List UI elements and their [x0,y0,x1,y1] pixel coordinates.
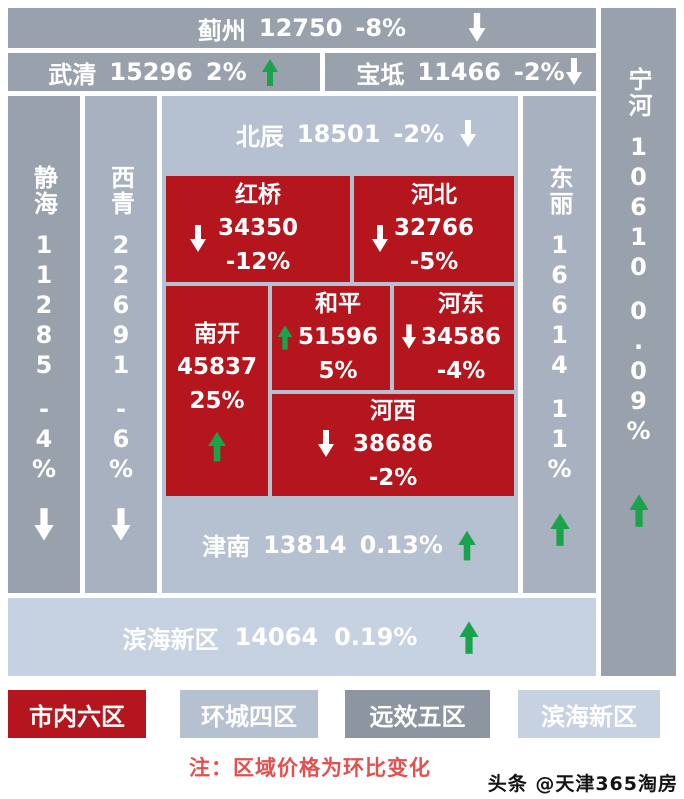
legend-label: 环城四区 [201,702,297,731]
region-name: 滨海新区 [122,625,219,654]
region-name: 南开 [194,320,240,347]
region-name: 武清 [48,60,97,89]
region-jizhou: 蓟州 12750 -8% [8,8,596,48]
region-change: -4% [30,394,58,485]
region-change: 0.19% [334,623,418,651]
region-heping: 和平 51596 5% [272,286,390,390]
region-name: 河西 [370,397,416,424]
down-arrow-icon [34,508,54,541]
region-name: 东丽 [545,164,573,217]
region-hexi: 河西 38686 -2% [272,394,514,496]
region-change: -6% [107,394,135,485]
region-name: 河东 [438,290,484,317]
region-price: 10610 [624,133,653,283]
region-price: 38686 [352,431,434,458]
region-wuqing: 武清 15296 2% [8,53,320,91]
region-change: -4% [436,357,486,384]
region-nankai: 南开 45837 25% [166,286,268,496]
region-change: -2% [368,464,418,491]
up-arrow-icon [628,494,649,527]
region-name: 津南 [202,533,251,561]
region-price: 51596 [297,324,379,351]
region-price: 45837 [176,354,258,381]
legend-item-binhai: 滨海新区 [518,690,660,738]
down-arrow-icon [372,225,388,252]
legend-item-downtown: 市内六区 [8,690,146,738]
footnote: 注：区域价格为环比变化 [189,756,431,780]
region-change: -2% [393,120,445,148]
region-change: 25% [189,387,245,414]
region-change: 0.09% [624,297,653,447]
region-change: 2% [205,58,247,86]
down-arrow-icon [468,13,486,42]
region-price: 22691 [107,230,135,381]
legend-label: 滨海新区 [541,702,637,731]
up-arrow-icon [459,621,479,654]
region-name: 静海 [29,164,58,217]
legend-label: 远效五区 [369,702,466,731]
region-change: 5% [318,357,358,384]
up-arrow-icon [458,530,476,560]
up-arrow-icon [277,325,293,350]
region-jinghai: 静海 11285 -4% [8,96,80,593]
down-arrow-icon [111,508,131,541]
region-name: 蓟州 [197,16,246,45]
legend-label: 市内六区 [29,702,125,731]
region-ninghe: 宁河 10610 0.09% [601,8,676,676]
legend-item-outer: 远效五区 [345,690,490,738]
region-price: 11285 [30,230,58,381]
up-arrow-icon [261,59,278,86]
down-arrow-icon [318,430,334,457]
region-hongqiao: 红桥 34350 -12% [166,176,350,282]
down-arrow-icon [401,324,417,349]
region-change: -2% [513,58,565,86]
region-hedong: 河东 34586 -4% [394,286,514,390]
down-arrow-icon [190,225,206,252]
region-name: 西青 [106,164,135,217]
region-price: 34350 [217,215,299,242]
region-name: 北辰 [235,122,284,151]
region-hebei: 河北 32766 -5% [354,176,514,282]
legend-item-ring: 环城四区 [180,690,318,738]
up-arrow-icon [549,513,570,546]
inner-ring-area: 北辰 18501 -2% 红桥 34350 -12% 河北 32766 -5% [162,96,518,593]
region-name: 宁河 [624,67,652,119]
region-price: 12750 [258,14,343,42]
region-price: 13814 [263,530,347,559]
region-price: 14064 [234,623,319,651]
region-change: -12% [225,248,291,275]
region-name: 河北 [411,181,457,208]
region-price: 18501 [296,120,381,148]
region-change: -8% [355,14,407,42]
region-baodi: 宝坻 11466 -2% [325,53,596,91]
region-change: 11% [545,394,574,485]
region-xiqing: 西青 22691 -6% [85,96,157,593]
region-price: 34586 [420,324,502,351]
down-arrow-icon [566,58,582,85]
region-price: 16614 [545,230,574,381]
watermark: 头条 @天津365淘房 [487,773,678,795]
region-name: 和平 [315,290,361,317]
region-name: 宝坻 [356,60,405,89]
region-binhai: 滨海新区 14064 0.19% [8,598,596,676]
region-price: 15296 [109,58,193,86]
region-change: 0.13% [359,530,443,559]
region-price: 11466 [417,58,501,86]
region-dongli: 东丽 16614 11% [523,96,596,593]
up-arrow-icon [208,431,226,462]
down-arrow-icon [460,120,476,147]
region-change: -5% [409,248,459,275]
region-name: 红桥 [235,181,281,208]
region-price: 32766 [393,215,475,242]
region-jinnan: 津南 13814 0.13% [162,496,518,593]
region-beichen: 北辰 18501 -2% [162,96,518,172]
